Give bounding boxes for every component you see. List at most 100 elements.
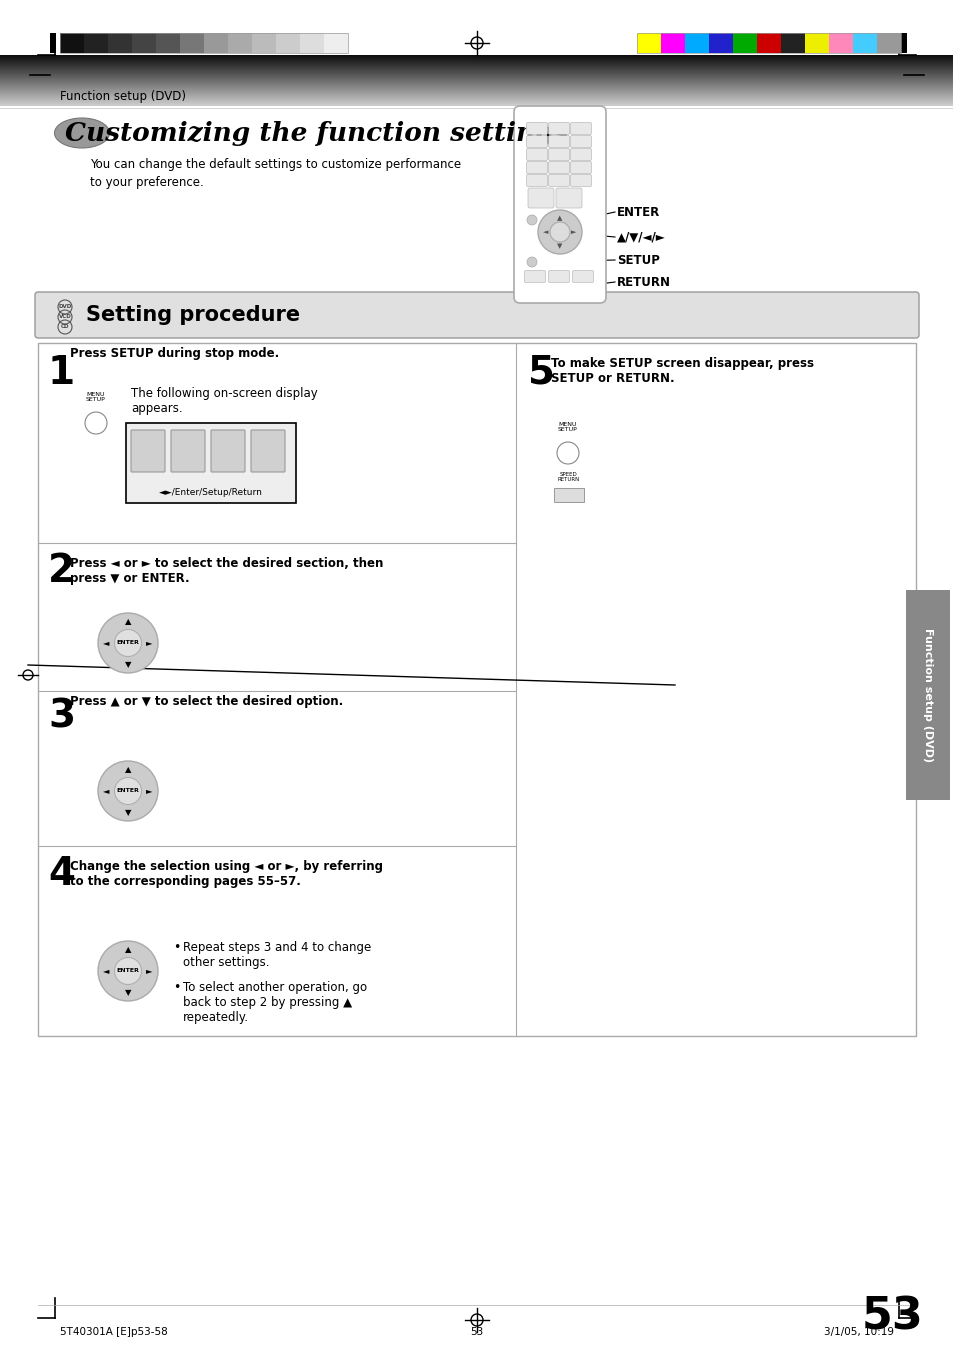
Bar (180, 32, 204, 53)
Bar (0, 84, 953, 85)
Bar (0, 58, 953, 59)
Text: 5T40301A [E]p53-58: 5T40301A [E]p53-58 (60, 1327, 168, 1337)
Bar (252, 32, 275, 53)
Circle shape (526, 257, 537, 267)
Bar (905, 590, 949, 800)
Bar (0, 92, 953, 95)
Text: To select another operation, go
back to step 2 by pressing ▲
repeatedly.: To select another operation, go back to … (183, 981, 367, 1024)
Text: MENU
SETUP: MENU SETUP (558, 422, 578, 432)
Text: ◄: ◄ (103, 966, 110, 975)
Text: ◄►/Enter/Setup/Return: ◄►/Enter/Setup/Return (159, 488, 263, 497)
Text: ▲: ▲ (125, 617, 132, 626)
Bar (0, 80, 953, 81)
Text: •: • (172, 981, 180, 994)
Text: ▲: ▲ (557, 215, 562, 222)
Bar (0, 80, 953, 81)
Bar (0, 62, 953, 63)
Text: 53: 53 (470, 1327, 483, 1337)
Bar (0, 84, 953, 85)
Bar (0, 73, 953, 74)
Text: 4: 4 (48, 855, 75, 893)
Bar (0, 76, 953, 77)
Bar (0, 77, 953, 78)
Bar (0, 59, 953, 61)
Bar (60, 32, 348, 53)
Bar (0, 66, 953, 68)
Bar (0, 85, 953, 86)
Bar (0, 89, 953, 91)
Text: SPEED
RETURN: SPEED RETURN (558, 471, 579, 482)
Bar (0, 103, 953, 104)
Circle shape (114, 958, 141, 985)
Bar (0, 61, 953, 62)
FancyBboxPatch shape (514, 105, 605, 303)
Bar (0, 81, 953, 82)
FancyBboxPatch shape (171, 430, 205, 471)
Bar (126, 423, 295, 503)
Bar (0, 68, 953, 69)
FancyBboxPatch shape (548, 135, 569, 147)
Text: Customizing the function settings: Customizing the function settings (65, 120, 568, 146)
Bar (0, 58, 953, 59)
Text: ►: ► (146, 966, 152, 975)
Bar (108, 32, 132, 53)
Bar (0, 92, 953, 93)
FancyBboxPatch shape (526, 162, 547, 173)
Bar (275, 32, 299, 53)
FancyBboxPatch shape (526, 174, 547, 186)
Text: MENU
SETUP: MENU SETUP (86, 392, 106, 403)
Bar (876, 32, 900, 53)
Bar (299, 32, 324, 53)
Text: RETURN: RETURN (617, 276, 670, 289)
Text: ▼: ▼ (125, 661, 132, 669)
Text: 53: 53 (862, 1296, 923, 1337)
Bar (0, 68, 953, 69)
Bar (324, 32, 348, 53)
Bar (0, 69, 953, 70)
Text: The following on-screen display
appears.: The following on-screen display appears. (131, 386, 317, 415)
Bar (0, 95, 953, 96)
Text: 3: 3 (48, 697, 75, 735)
Text: 1: 1 (48, 354, 75, 392)
Bar (852, 32, 876, 53)
Text: ▼: ▼ (125, 808, 132, 817)
Text: •: • (172, 942, 180, 954)
FancyBboxPatch shape (570, 123, 591, 135)
Text: Press SETUP during stop mode.: Press SETUP during stop mode. (70, 347, 279, 359)
Bar (0, 65, 953, 66)
Text: ▲: ▲ (125, 765, 132, 774)
Text: Function setup (DVD): Function setup (DVD) (923, 628, 932, 762)
Text: SETUP: SETUP (617, 254, 659, 266)
Bar (0, 78, 953, 80)
Bar (828, 32, 852, 53)
Bar (0, 76, 953, 77)
Bar (0, 66, 953, 68)
Bar (60, 32, 84, 53)
FancyBboxPatch shape (548, 123, 569, 135)
FancyBboxPatch shape (548, 162, 569, 173)
FancyBboxPatch shape (548, 149, 569, 161)
Bar (0, 57, 953, 58)
Bar (0, 91, 953, 92)
Text: To make SETUP screen disappear, press
SETUP or RETURN.: To make SETUP screen disappear, press SE… (551, 357, 813, 385)
Bar (637, 32, 660, 53)
Bar (0, 88, 953, 89)
Bar (0, 89, 953, 91)
Bar (0, 55, 953, 57)
Bar (0, 70, 953, 72)
Bar (0, 65, 953, 66)
FancyBboxPatch shape (526, 123, 547, 135)
Bar (0, 99, 953, 100)
FancyBboxPatch shape (526, 135, 547, 147)
Text: ▼: ▼ (557, 243, 562, 249)
FancyBboxPatch shape (524, 270, 545, 282)
FancyBboxPatch shape (548, 174, 569, 186)
Bar (900, 32, 906, 53)
Bar (0, 96, 953, 97)
Bar (0, 82, 953, 84)
Bar (0, 93, 953, 95)
Ellipse shape (54, 118, 110, 149)
Text: Change the selection using ◄ or ►, by referring
to the corresponding pages 55–57: Change the selection using ◄ or ►, by re… (70, 861, 382, 888)
Bar (0, 72, 953, 73)
Bar (804, 32, 828, 53)
